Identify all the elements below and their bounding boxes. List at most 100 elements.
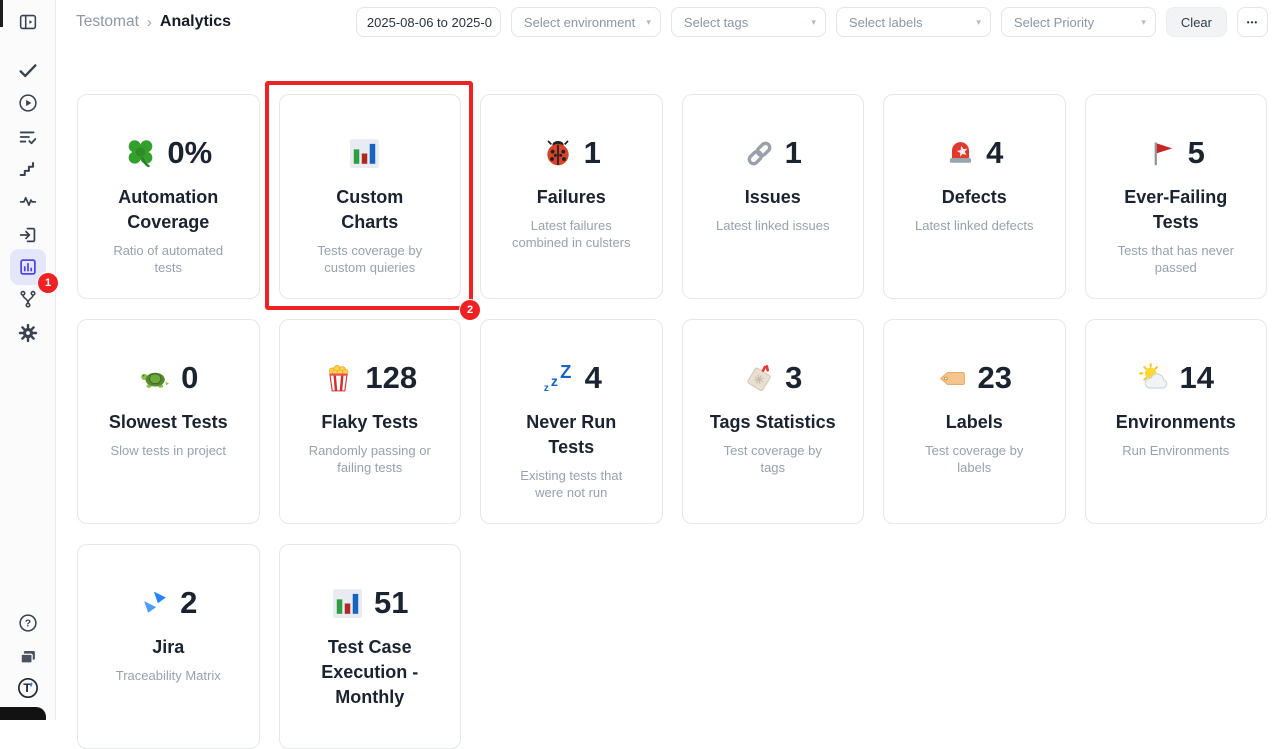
page-title: Analytics — [160, 13, 231, 31]
card-value: 23 — [978, 360, 1012, 396]
gear-icon — [17, 322, 39, 344]
sidebar-item-runs[interactable] — [16, 91, 40, 115]
bar-chart-icon — [331, 587, 364, 620]
label-icon — [937, 363, 968, 394]
card-custom-charts[interactable]: Custom Charts Tests coverage by custom q… — [279, 94, 462, 299]
card-title: Automation Coverage — [118, 185, 218, 235]
sidebar-item-import[interactable] — [16, 223, 40, 247]
sidebar-item-results[interactable] — [16, 58, 40, 82]
popcorn-icon — [322, 362, 355, 395]
card-test-case-execution-monthly[interactable]: 51 Test Case Execution - Monthly — [279, 544, 462, 749]
bar-chart-icon — [17, 256, 39, 278]
card-subtitle: Latest linked defects — [915, 217, 1034, 234]
link-icon — [744, 138, 775, 169]
card-title: Jira — [152, 635, 184, 660]
priority-select[interactable]: Select Priority ▾ — [1001, 7, 1156, 37]
clear-button[interactable]: Clear — [1166, 7, 1227, 37]
sidebar-item-milestones[interactable] — [16, 157, 40, 181]
chevron-down-icon: ▾ — [976, 17, 981, 28]
breadcrumb-project[interactable]: Testomat — [76, 13, 139, 31]
card-environments[interactable]: 14 Environments Run Environments — [1085, 319, 1268, 524]
card-jira[interactable]: 2 Jira Traceability Matrix — [77, 544, 260, 749]
card-value: 3 — [785, 360, 802, 396]
card-subtitle: Existing tests that were not run — [520, 467, 622, 501]
card-value: 14 — [1180, 360, 1214, 396]
card-issues[interactable]: 1 Issues Latest linked issues — [682, 94, 865, 299]
sidebar-item-plans[interactable] — [16, 125, 40, 149]
card-subtitle: Randomly passing or failing tests — [309, 442, 431, 476]
card-automation-coverage[interactable]: 0% Automation Coverage Ratio of automate… — [77, 94, 260, 299]
sign-in-icon — [17, 224, 39, 246]
svg-text:T: T — [23, 681, 31, 695]
sidebar-item-settings[interactable] — [16, 321, 40, 345]
date-range-input[interactable]: 2025-08-06 to 2025-0 — [356, 7, 501, 37]
filter-controls: 2025-08-06 to 2025-0 Select environment … — [356, 7, 1268, 37]
card-subtitle: Run Environments — [1122, 442, 1229, 459]
sidebar-item-toggle[interactable] — [16, 10, 40, 34]
card-slowest-tests[interactable]: 0 Slowest Tests Slow tests in project — [77, 319, 260, 524]
list-check-icon — [17, 126, 39, 148]
card-subtitle: Test coverage by labels — [925, 442, 1023, 476]
annotation-step-2-badge: 2 — [460, 300, 480, 320]
breadcrumb: Testomat › Analytics — [76, 13, 231, 31]
analytics-cards-grid: 0% Automation Coverage Ratio of automate… — [56, 44, 1280, 749]
card-defects[interactable]: 4 Defects Latest linked defects — [883, 94, 1066, 299]
card-tags-statistics[interactable]: 3 Tags Statistics Test coverage by tags — [682, 319, 865, 524]
sidebar-item-help[interactable]: ? — [16, 611, 40, 635]
card-value: 5 — [1188, 135, 1205, 171]
tags-select[interactable]: Select tags ▾ — [671, 7, 826, 37]
card-subtitle: Slow tests in project — [110, 442, 226, 459]
card-failures[interactable]: 1 Failures Latest failures combined in c… — [480, 94, 663, 299]
card-title: Labels — [946, 410, 1003, 435]
card-subtitle: Tests that has never passed — [1118, 242, 1234, 276]
card-flaky-tests[interactable]: 128 Flaky Tests Randomly passing or fail… — [279, 319, 462, 524]
clover-icon — [124, 137, 157, 170]
red-flag-icon — [1147, 138, 1178, 169]
card-title: Flaky Tests — [321, 410, 418, 435]
card-title: Failures — [537, 185, 606, 210]
card-labels[interactable]: 23 Labels Test coverage by labels — [883, 319, 1066, 524]
turtle-icon — [138, 362, 171, 395]
play-circle-icon — [17, 92, 39, 114]
siren-icon — [945, 138, 976, 169]
zzz-icon: z z Z — [541, 361, 575, 395]
card-value: 2 — [180, 585, 197, 621]
panel-toggle-icon — [17, 11, 39, 33]
card-title: Custom Charts — [336, 185, 403, 235]
sidebar-item-projects[interactable] — [16, 645, 40, 669]
card-title: Tags Statistics — [710, 410, 836, 435]
tags-select-value: Select tags — [684, 15, 748, 30]
card-subtitle: Traceability Matrix — [116, 667, 221, 684]
svg-text:z: z — [543, 383, 548, 394]
card-value: 4 — [986, 135, 1003, 171]
sidebar: 1 ? — [0, 0, 56, 720]
chevron-down-icon: ▾ — [811, 17, 816, 28]
sidebar-item-logo[interactable]: T — [16, 676, 40, 700]
card-value: 4 — [585, 360, 602, 396]
screen-edge-artifact — [0, 0, 3, 27]
testomat-logo-icon: T — [17, 677, 39, 699]
card-title: Defects — [942, 185, 1007, 210]
labels-select[interactable]: Select labels ▾ — [836, 7, 991, 37]
card-title: Slowest Tests — [109, 410, 228, 435]
sidebar-item-branches[interactable] — [16, 287, 40, 311]
card-title: Never Run Tests — [526, 410, 616, 460]
jira-icon — [139, 588, 170, 619]
card-value: 128 — [365, 360, 417, 396]
card-value: 1 — [785, 135, 802, 171]
card-subtitle: Ratio of automated tests — [113, 242, 223, 276]
chevron-down-icon: ▾ — [1141, 17, 1146, 28]
sun-cloud-icon — [1138, 362, 1170, 394]
sidebar-item-activity[interactable] — [16, 189, 40, 213]
check-icon — [17, 59, 39, 81]
card-subtitle: Test coverage by tags — [724, 442, 822, 476]
more-options-button[interactable]: ••• — [1237, 7, 1268, 37]
svg-text:Z: Z — [560, 361, 571, 382]
card-value: 0 — [181, 360, 198, 396]
environment-select[interactable]: Select environment ▾ — [511, 7, 661, 37]
card-ever-failing-tests[interactable]: 5 Ever-Failing Tests Tests that has neve… — [1085, 94, 1268, 299]
screen-corner-artifact — [0, 707, 46, 720]
card-never-run-tests[interactable]: z z Z 4 Never Run Tests Existing tests t… — [480, 319, 663, 524]
environment-select-value: Select environment — [524, 15, 635, 30]
card-title: Test Case Execution - Monthly — [321, 635, 418, 710]
